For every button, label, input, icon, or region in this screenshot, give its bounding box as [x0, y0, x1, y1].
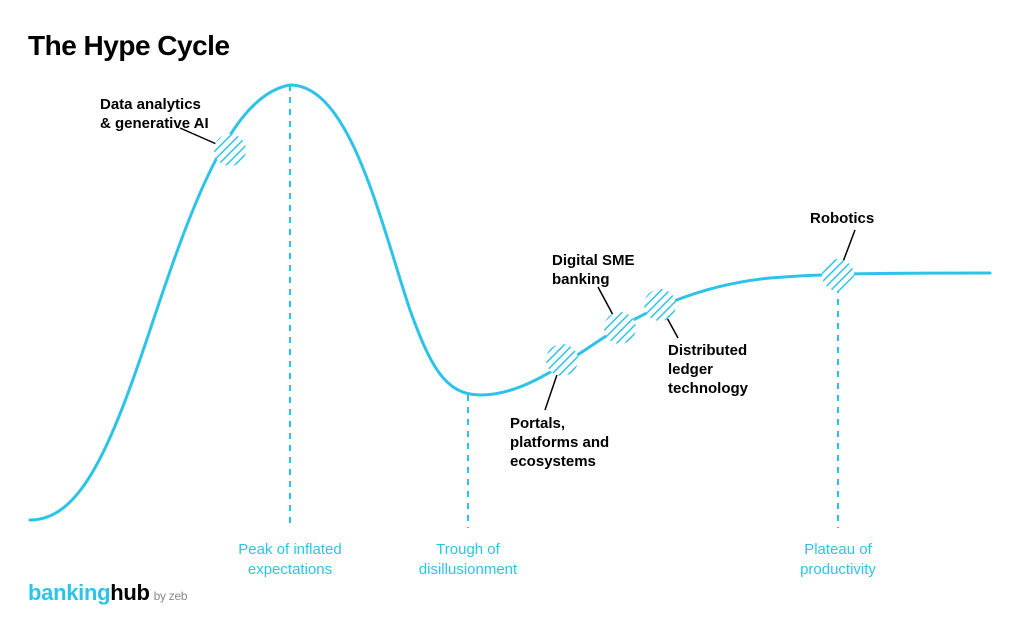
- brand-left: banking: [28, 580, 110, 605]
- phase-label: Plateau of productivity: [800, 540, 876, 579]
- point-label: Robotics: [810, 210, 874, 229]
- hype-cycle-chart: [0, 0, 1024, 624]
- point-label: Distributed ledger technology: [668, 342, 748, 398]
- point-label: Digital SME banking: [552, 252, 635, 290]
- branding: bankinghub by zeb: [28, 580, 187, 606]
- brand-right: hub: [110, 580, 149, 605]
- phase-label: Trough of disillusionment: [419, 540, 517, 579]
- point-label: Portals, platforms and ecosystems: [510, 415, 609, 471]
- hype-marker: [604, 312, 636, 344]
- phase-label: Peak of inflated expectations: [238, 540, 341, 579]
- point-label: Data analytics & generative AI: [100, 96, 209, 134]
- hype-marker: [822, 259, 854, 291]
- hype-marker: [644, 289, 676, 321]
- hype-marker: [214, 134, 246, 166]
- chart-title: The Hype Cycle: [28, 30, 230, 62]
- hype-marker: [546, 344, 578, 376]
- brand-by: by zeb: [154, 589, 188, 603]
